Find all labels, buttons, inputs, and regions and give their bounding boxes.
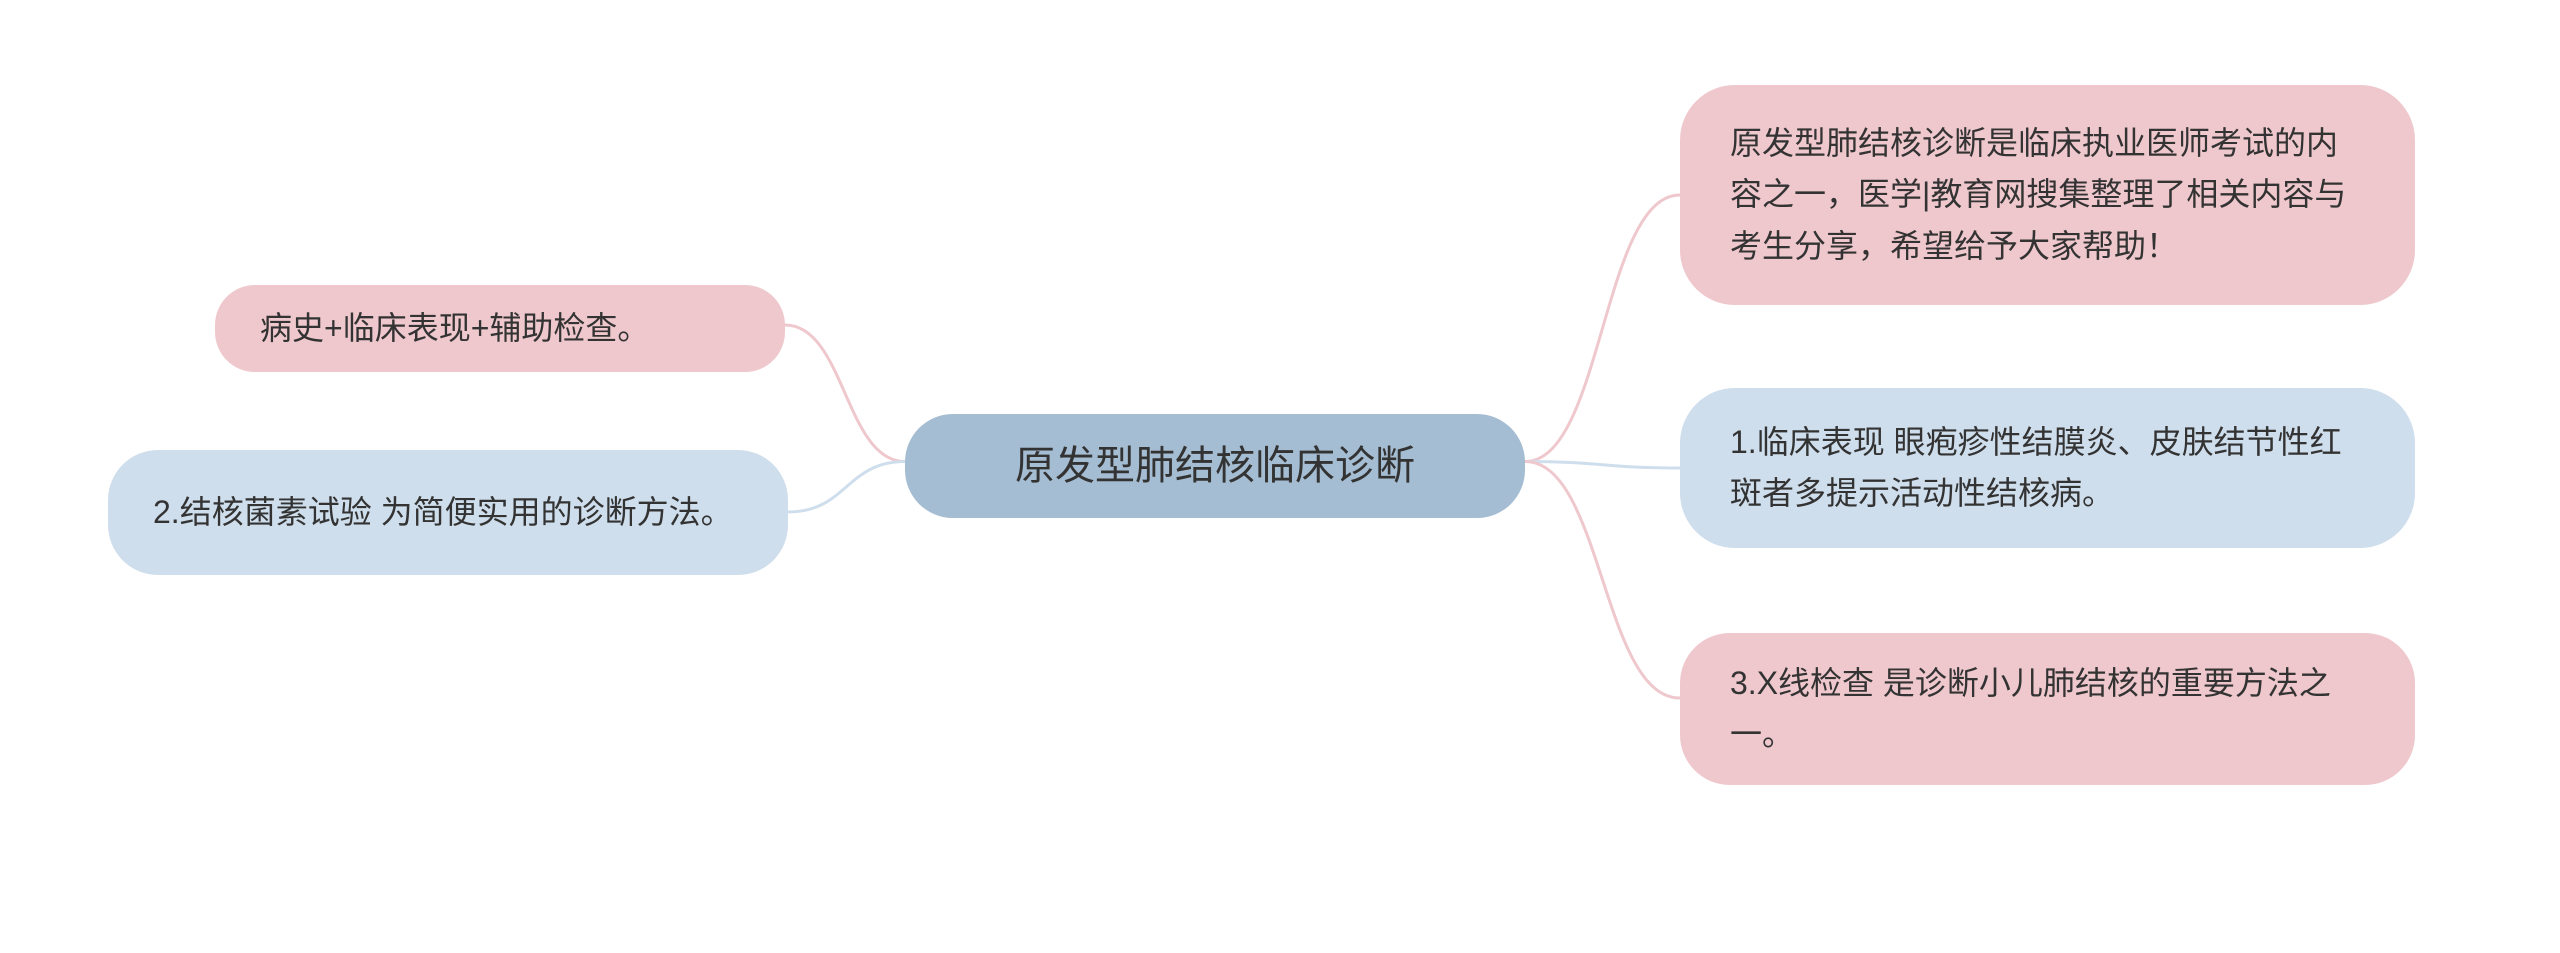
node-label-item1: 1.临床表现 眼疱疹性结膜炎、皮肤结节性红斑者多提示活动性结核病。	[1730, 417, 2365, 519]
node-label-item3: 3.X线检查 是诊断小儿肺结核的重要方法之一。	[1730, 658, 2365, 760]
connector	[1525, 462, 1680, 699]
node-item3: 3.X线检查 是诊断小儿肺结核的重要方法之一。	[1680, 633, 2415, 785]
center-node-label: 原发型肺结核临床诊断	[1015, 434, 1415, 498]
connector	[1525, 195, 1680, 462]
center-node: 原发型肺结核临床诊断	[905, 414, 1525, 518]
node-label-history: 病史+临床表现+辅助检查。	[260, 303, 649, 354]
node-label-item2: 2.结核菌素试验 为简便实用的诊断方法。	[153, 487, 733, 538]
node-history: 病史+临床表现+辅助检查。	[215, 285, 785, 372]
node-intro: 原发型肺结核诊断是临床执业医师考试的内容之一，医学|教育网搜集整理了相关内容与考…	[1680, 85, 2415, 305]
node-item1: 1.临床表现 眼疱疹性结膜炎、皮肤结节性红斑者多提示活动性结核病。	[1680, 388, 2415, 548]
connector	[1525, 462, 1680, 469]
node-label-intro: 原发型肺结核诊断是临床执业医师考试的内容之一，医学|教育网搜集整理了相关内容与考…	[1730, 118, 2365, 272]
node-item2: 2.结核菌素试验 为简便实用的诊断方法。	[108, 450, 788, 575]
connector	[788, 462, 905, 513]
connector	[785, 325, 905, 462]
